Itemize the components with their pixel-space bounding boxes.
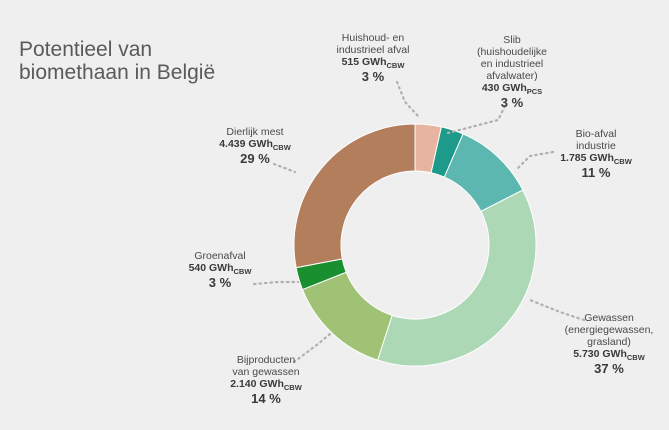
label-bijproducten: Bijproducten van gewassen 2.140 GWhCBW 1… [230,354,302,406]
leader-line-slib [446,104,507,135]
label-gewassen: Gewassen (energiegewassen, grasland) 5.7… [564,312,654,376]
label-mest: Dierlijk mest 4.439 GWhCBW 29 % [219,126,291,166]
leader-line-groen [252,280,300,286]
leader-line-huishoud [395,80,420,118]
leader-line-bio [516,150,555,170]
donut-slice-6 [293,123,416,269]
leader-line-mest [272,162,297,174]
label-huishoud: Huishoud- en industrieel afval 515 GWhCB… [336,32,410,84]
chart-title: Potentieel van biomethaan in België [19,38,216,84]
label-groen: Groenafval 540 GWhCBW 3 % [188,250,252,290]
label-slib: Slib (huishoudelijke en industrieel afva… [476,34,548,110]
donut-slice-3 [376,189,537,367]
donut-slice-4 [301,271,393,361]
leader-line-bijproducten [292,332,332,364]
label-bio: Bio-afval industrie 1.785 GWhCBW 11 % [560,128,632,180]
